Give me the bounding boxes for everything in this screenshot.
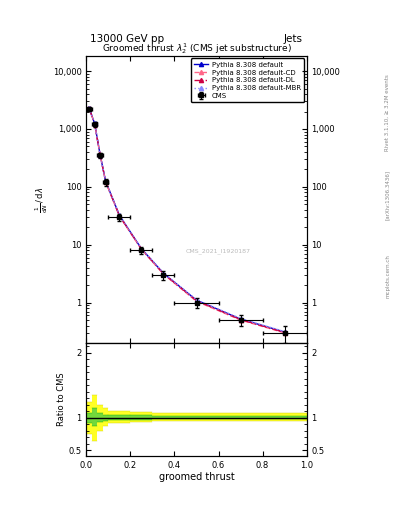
Pythia 8.308 default-CD	[117, 213, 122, 219]
Pythia 8.308 default	[139, 246, 144, 252]
Text: Rivet 3.1.10, ≥ 3.2M events: Rivet 3.1.10, ≥ 3.2M events	[385, 74, 390, 151]
Line: Pythia 8.308 default-DL: Pythia 8.308 default-DL	[87, 106, 286, 334]
Pythia 8.308 default-MBR	[161, 270, 166, 276]
Pythia 8.308 default	[117, 212, 122, 219]
Pythia 8.308 default-CD	[92, 121, 97, 127]
Pythia 8.308 default-DL	[117, 213, 122, 219]
Pythia 8.308 default-CD	[139, 246, 144, 252]
Pythia 8.308 default-DL	[161, 271, 166, 277]
Pythia 8.308 default	[238, 316, 243, 322]
Title: Groomed thrust $\lambda_2^1$ (CMS jet substructure): Groomed thrust $\lambda_2^1$ (CMS jet su…	[101, 41, 292, 56]
Y-axis label: Ratio to CMS: Ratio to CMS	[57, 373, 66, 426]
Pythia 8.308 default-DL	[103, 178, 108, 184]
Pythia 8.308 default-MBR	[98, 152, 103, 158]
Pythia 8.308 default-MBR	[238, 315, 243, 322]
Pythia 8.308 default-CD	[161, 271, 166, 277]
Text: [arXiv:1306.3436]: [arXiv:1306.3436]	[385, 169, 390, 220]
Pythia 8.308 default-DL	[139, 246, 144, 252]
Pythia 8.308 default-MBR	[139, 245, 144, 251]
Pythia 8.308 default	[103, 178, 108, 184]
Pythia 8.308 default-DL	[92, 120, 97, 126]
Pythia 8.308 default-MBR	[194, 296, 199, 303]
Text: 13000 GeV pp: 13000 GeV pp	[90, 33, 165, 44]
Y-axis label: $\frac{1}{\mathrm{d}N}\,/\,\mathrm{d}\lambda$: $\frac{1}{\mathrm{d}N}\,/\,\mathrm{d}\la…	[33, 187, 50, 212]
Pythia 8.308 default-CD	[87, 105, 92, 111]
Pythia 8.308 default	[92, 120, 97, 126]
Pythia 8.308 default	[161, 270, 166, 276]
Pythia 8.308 default-MBR	[87, 105, 92, 111]
Pythia 8.308 default	[98, 152, 103, 158]
Pythia 8.308 default	[87, 105, 92, 111]
X-axis label: groomed thrust: groomed thrust	[159, 472, 234, 482]
Pythia 8.308 default-CD	[194, 298, 199, 305]
Text: mcplots.cern.ch: mcplots.cern.ch	[385, 254, 390, 298]
Pythia 8.308 default-CD	[282, 330, 287, 336]
Pythia 8.308 default	[194, 297, 199, 303]
Pythia 8.308 default-DL	[238, 316, 243, 323]
Pythia 8.308 default-DL	[194, 297, 199, 304]
Line: Pythia 8.308 default-MBR: Pythia 8.308 default-MBR	[87, 106, 286, 334]
Text: CMS_2021_I1920187: CMS_2021_I1920187	[186, 248, 251, 254]
Text: Jets: Jets	[284, 33, 303, 44]
Pythia 8.308 default-CD	[98, 152, 103, 158]
Pythia 8.308 default-MBR	[282, 329, 287, 335]
Pythia 8.308 default-DL	[282, 329, 287, 335]
Legend: Pythia 8.308 default, Pythia 8.308 default-CD, Pythia 8.308 default-DL, Pythia 8: Pythia 8.308 default, Pythia 8.308 defau…	[191, 58, 305, 102]
Pythia 8.308 default-CD	[238, 317, 243, 323]
Pythia 8.308 default	[282, 329, 287, 335]
Pythia 8.308 default-MBR	[103, 178, 108, 184]
Pythia 8.308 default-MBR	[92, 120, 97, 126]
Pythia 8.308 default-CD	[103, 179, 108, 185]
Line: Pythia 8.308 default-CD: Pythia 8.308 default-CD	[87, 106, 286, 335]
Pythia 8.308 default-DL	[98, 152, 103, 158]
Pythia 8.308 default-DL	[87, 105, 92, 111]
Pythia 8.308 default-MBR	[117, 212, 122, 218]
Line: Pythia 8.308 default: Pythia 8.308 default	[87, 106, 286, 334]
